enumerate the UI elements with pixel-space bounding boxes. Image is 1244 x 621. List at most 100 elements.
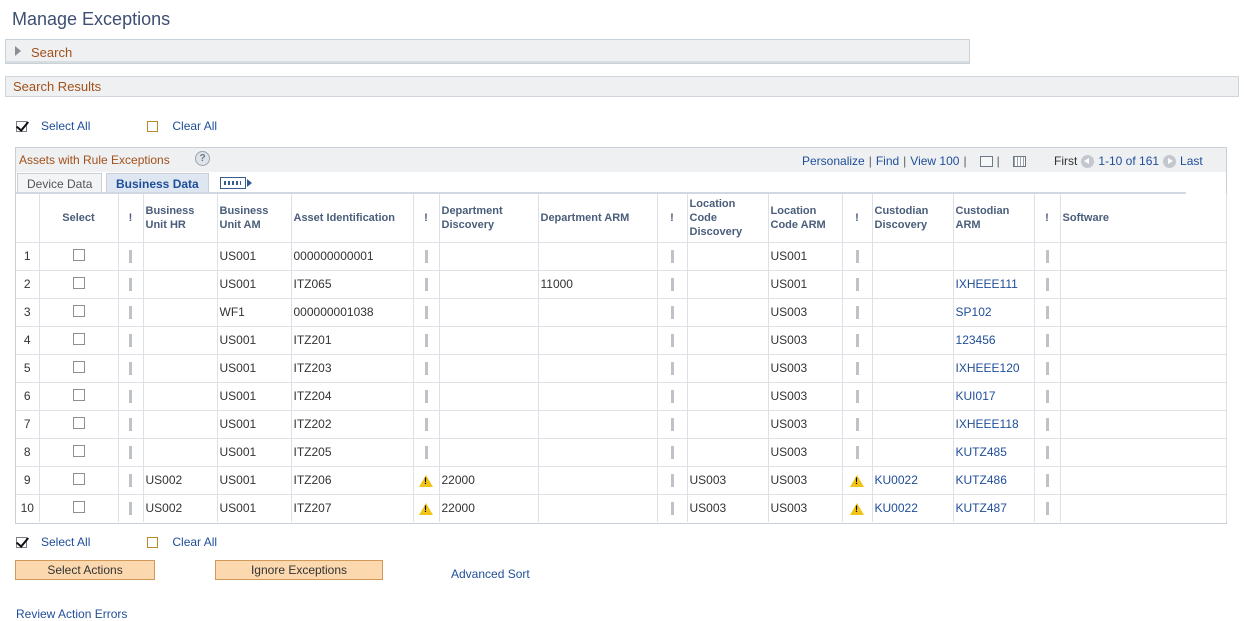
grid-title: Assets with Rule Exceptions	[19, 153, 170, 167]
next-arrow-icon[interactable]	[1163, 154, 1177, 168]
row-select-checkbox[interactable]	[72, 444, 85, 457]
cell-custodian-arm[interactable]: KUTZ485	[953, 437, 1035, 466]
cell-custodian-arm[interactable]: KUTZ486	[953, 465, 1035, 494]
status-bar-icon	[1045, 362, 1049, 376]
select-all-link[interactable]: Select All	[41, 119, 91, 133]
help-icon[interactable]: ?	[195, 151, 210, 166]
advanced-sort-link[interactable]: Advanced Sort	[451, 567, 530, 581]
cell-custodian-discovery[interactable]	[872, 437, 954, 466]
cell-department-discovery	[439, 297, 539, 326]
ignore-exceptions-button[interactable]: Ignore Exceptions	[215, 560, 383, 580]
cell-business-unit-am: WF1	[217, 297, 292, 326]
cell-business-unit-am: US001	[217, 465, 292, 494]
grid-tabs: Device Data Business Data	[16, 172, 1226, 194]
download-grid-icon[interactable]	[1012, 155, 1026, 167]
select-all-checkbox-icon[interactable]	[16, 536, 27, 548]
select-all-link[interactable]: Select All	[41, 535, 91, 549]
view-100-link[interactable]: View 100	[910, 154, 960, 168]
tab-device-data[interactable]: Device Data	[17, 173, 103, 194]
cell-location-code-discovery	[687, 381, 769, 410]
cell-location-code-arm: US001	[768, 269, 843, 298]
row-select-checkbox[interactable]	[72, 248, 85, 261]
last-link[interactable]: Last	[1180, 154, 1203, 168]
flag-cell	[1034, 465, 1061, 494]
show-all-columns-icon[interactable]	[220, 177, 252, 189]
flag-cell	[1034, 297, 1061, 326]
status-bar-icon	[424, 390, 428, 404]
cell-location-code-arm: US001	[768, 241, 843, 270]
select-all-checkbox-icon[interactable]	[16, 120, 27, 132]
cell-custodian-discovery[interactable]	[872, 353, 954, 382]
cell-custodian-discovery[interactable]	[872, 325, 954, 354]
col-header-department-arm: Department ARM	[538, 194, 658, 242]
flag-cell	[413, 325, 440, 354]
flag-cell	[657, 269, 688, 298]
cell-business-unit-hr	[143, 325, 218, 354]
row-select-checkbox[interactable]	[72, 276, 85, 289]
cell-custodian-arm[interactable]: KUI017	[953, 381, 1035, 410]
flag-cell	[842, 297, 873, 326]
cell-custodian-discovery[interactable]	[872, 297, 954, 326]
cell-custodian-discovery[interactable]: KU0022	[872, 493, 954, 522]
zoom-icon[interactable]	[979, 155, 993, 167]
row-select-checkbox[interactable]	[72, 472, 85, 485]
status-bar-icon	[129, 362, 132, 376]
previous-arrow-icon[interactable]	[1081, 154, 1095, 168]
flag-cell	[413, 465, 440, 494]
flag-cell	[413, 493, 440, 522]
row-number: 5	[16, 353, 40, 382]
row-select-cell	[39, 353, 119, 382]
cell-custodian-arm[interactable]: KUTZ487	[953, 493, 1035, 522]
cell-department-discovery	[439, 409, 539, 438]
flag-cell	[1034, 409, 1061, 438]
cell-custodian-arm[interactable]: SP102	[953, 297, 1035, 326]
row-select-checkbox[interactable]	[72, 332, 85, 345]
clear-all-checkbox-icon[interactable]	[147, 536, 159, 548]
cell-business-unit-am: US001	[217, 409, 292, 438]
cell-location-code-discovery: US003	[687, 465, 769, 494]
flag-cell	[842, 325, 873, 354]
nav-separator: |	[996, 154, 1000, 168]
cell-asset-identification: ITZ204	[291, 381, 414, 410]
personalize-link[interactable]: Personalize	[802, 154, 865, 168]
cell-custodian-discovery[interactable]	[872, 381, 954, 410]
status-bar-icon	[670, 446, 674, 460]
flag-cell	[842, 409, 873, 438]
select-actions-button[interactable]: Select Actions	[15, 560, 155, 580]
nav-separator: |	[903, 154, 907, 168]
cell-department-arm	[538, 353, 658, 382]
tab-business-data[interactable]: Business Data	[106, 173, 209, 194]
flag-cell	[118, 325, 144, 354]
row-select-checkbox[interactable]	[72, 360, 85, 373]
clear-all-checkbox-icon[interactable]	[147, 120, 159, 132]
status-bar-icon	[424, 334, 428, 348]
clear-all-link[interactable]: Clear All	[172, 119, 218, 133]
cell-custodian-discovery[interactable]	[872, 409, 954, 438]
cell-asset-identification: 000000000001	[291, 241, 414, 270]
row-select-checkbox[interactable]	[72, 416, 85, 429]
search-results-header: Search Results	[5, 76, 1239, 97]
row-number: 9	[16, 465, 40, 494]
cell-department-discovery	[439, 437, 539, 466]
cell-custodian-discovery[interactable]	[872, 269, 954, 298]
row-select-checkbox[interactable]	[72, 388, 85, 401]
flag-cell	[842, 465, 873, 494]
row-select-checkbox[interactable]	[72, 304, 85, 317]
status-bar-icon	[1045, 306, 1049, 320]
clear-all-link[interactable]: Clear All	[172, 535, 218, 549]
row-number: 7	[16, 409, 40, 438]
cell-custodian-arm[interactable]: IXHEEE118	[953, 409, 1035, 438]
cell-business-unit-hr	[143, 241, 218, 270]
cell-custodian-arm[interactable]	[953, 241, 1035, 270]
find-link[interactable]: Find	[875, 154, 900, 168]
cell-custodian-arm[interactable]: 123456	[953, 325, 1035, 354]
cell-custodian-discovery[interactable]: KU0022	[872, 465, 954, 494]
review-action-errors-link[interactable]: Review Action Errors	[16, 607, 128, 621]
cell-custodian-discovery[interactable]	[872, 241, 954, 270]
search-section-toggle[interactable]: Search	[5, 39, 970, 64]
cell-custodian-arm[interactable]: IXHEEE120	[953, 353, 1035, 382]
status-bar-icon	[129, 306, 132, 320]
cell-custodian-arm[interactable]: IXHEEE111	[953, 269, 1035, 298]
row-select-checkbox[interactable]	[72, 500, 85, 513]
table-row: 8 US001 ITZ205 US003 KUTZ485	[16, 437, 1227, 466]
